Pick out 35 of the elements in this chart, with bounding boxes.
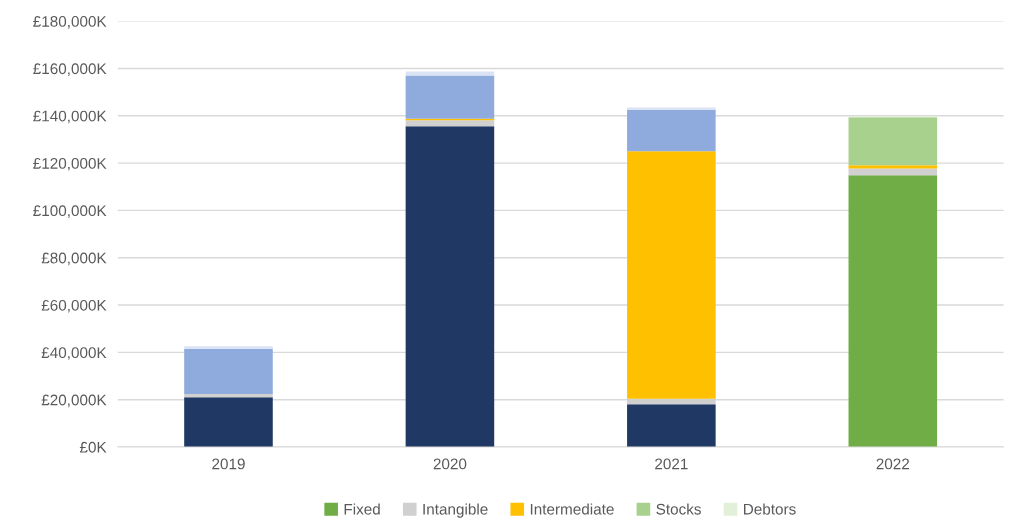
bar [184, 394, 273, 398]
bar [405, 75, 495, 119]
bar [184, 397, 273, 447]
bar [848, 168, 938, 176]
legend-label: Intangible [423, 503, 488, 518]
x-tick-label: 2022 [876, 458, 910, 470]
bar [627, 404, 716, 447]
bar [405, 71, 495, 76]
bar [405, 120, 495, 127]
legend-label: Stocks [656, 503, 701, 515]
legend-label: Debtors [744, 503, 796, 515]
x-tick-label: 2019 [212, 458, 245, 470]
y-tick-label: £20,000K [41, 394, 107, 408]
bar [627, 151, 716, 399]
bar [405, 126, 495, 447]
bar [627, 107, 716, 110]
bar [627, 109, 716, 152]
y-tick-label: £120,000K [33, 157, 107, 171]
y-tick-label: £60,000K [41, 299, 107, 313]
y-tick-label: £160,000K [33, 63, 107, 76]
y-tick-label: £40,000K [41, 347, 107, 360]
y-tick-label: £140,000K [33, 110, 107, 124]
x-tick-label: 2020 [433, 458, 467, 470]
y-tick-label: £100,000K [33, 205, 107, 218]
legend-label: Intermediate [530, 503, 614, 515]
x-tick-label: 2021 [655, 458, 688, 470]
y-tick-label: £180,000K [33, 16, 107, 29]
legend-label: Fixed [344, 503, 380, 515]
bar [184, 346, 273, 349]
y-tick-label: £0K [79, 441, 107, 453]
bar [848, 165, 938, 169]
bar [848, 117, 938, 166]
y-tick-label: £80,000K [41, 252, 107, 266]
bar [184, 348, 273, 395]
bar [848, 175, 938, 447]
